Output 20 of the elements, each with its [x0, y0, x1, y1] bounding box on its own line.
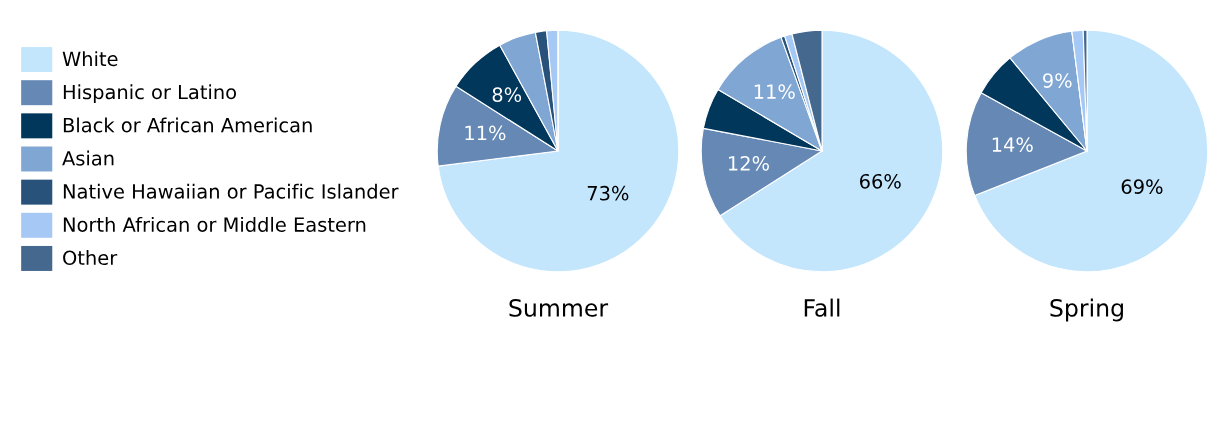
- data-label: 69%: [1121, 179, 1163, 194]
- data-label: 11%: [754, 84, 795, 99]
- legend-label: White: [62, 51, 118, 67]
- data-label: 11%: [465, 125, 506, 141]
- legend-label: North African or Middle Eastern: [63, 216, 366, 232]
- legend-label: Asian: [62, 150, 114, 166]
- data-label: 73%: [587, 185, 629, 201]
- legend-label: Hispanic or Latino: [63, 84, 237, 104]
- data-label: 9%: [1043, 73, 1072, 88]
- data-label: 66%: [859, 173, 901, 189]
- text: Spring: [1050, 298, 1123, 322]
- data-label: 14%: [992, 137, 1033, 152]
- legend-label: Native Hawaiian or Pacific Islander: [63, 183, 399, 199]
- text: Fall: [804, 298, 840, 317]
- pie-slice: [437, 29, 680, 273]
- data-label: 8%: [492, 87, 522, 103]
- data-label: 12%: [728, 155, 769, 171]
- legend-label: Black or African American: [63, 117, 312, 133]
- legend-label: Other: [63, 250, 118, 266]
- text: Summer: [509, 298, 609, 317]
